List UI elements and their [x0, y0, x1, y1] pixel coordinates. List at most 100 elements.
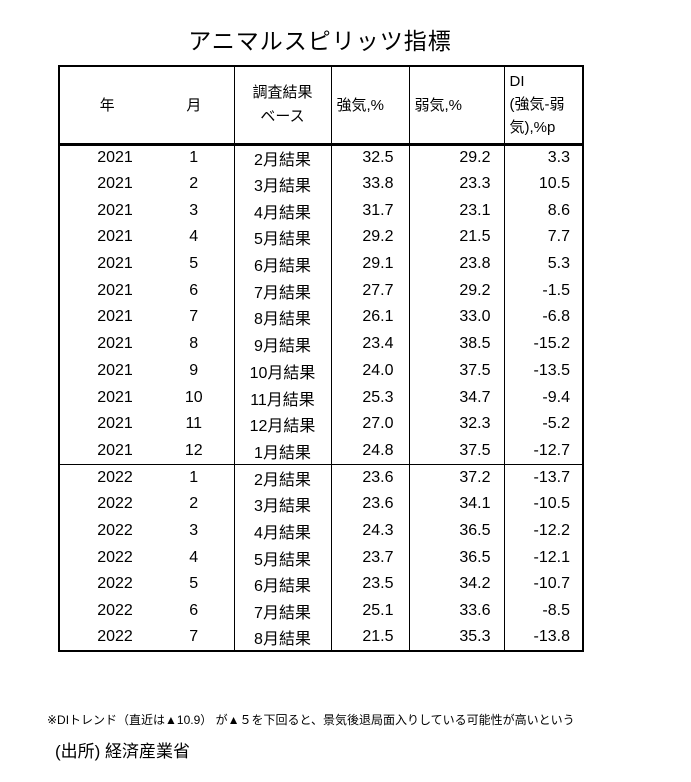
cell-month: 12	[154, 437, 235, 465]
cell-bullish: 23.5	[331, 571, 410, 598]
cell-month: 4	[154, 224, 235, 251]
cell-survey-base: 12月結果	[234, 410, 332, 438]
header-survey-base: 調査結果 ベース	[234, 66, 332, 144]
cell-year: 2022	[97, 495, 133, 513]
cell-bearish: 29.2	[409, 277, 505, 305]
animal-spirits-table: 年 月 調査結果 ベース 強気,% 弱気,% DI (強気-弱 気),%p 20…	[58, 65, 584, 653]
cell-survey-base: 8月結果	[234, 304, 332, 331]
cell-bearish: 33.6	[409, 597, 505, 625]
cell-di: 8.6	[547, 201, 570, 219]
cell-month: 11	[154, 410, 235, 438]
cell-year: 2021	[97, 175, 133, 193]
cell-bearish: 23.8	[409, 250, 505, 278]
cell-bullish: 27.0	[331, 410, 410, 438]
cell-bearish: 37.2	[409, 464, 505, 491]
cell-survey-base: 4月結果	[234, 517, 332, 545]
cell-month: 3	[154, 197, 235, 225]
header-year-label: 年	[99, 97, 115, 115]
cell-month: 6	[154, 277, 235, 305]
cell-bearish: 29.2	[409, 144, 505, 171]
cell-di: -9.4	[542, 388, 570, 406]
table-row: 2021 6 7月結果 27.7 29.2 -1.5	[59, 277, 583, 305]
cell-month: 2	[154, 490, 235, 518]
footnote: ※DIトレンド（直近は▲10.9） が▲５を下回ると、景気後退局面入りしている可…	[47, 713, 575, 727]
cell-di: -10.7	[533, 575, 570, 593]
cell-bearish: 38.5	[409, 330, 505, 358]
cell-di: 3.3	[547, 149, 570, 167]
cell-di: -6.8	[542, 308, 570, 326]
table-row: 2021 12 1月結果 24.8 37.5 -12.7	[59, 437, 583, 465]
cell-year: 2021	[97, 415, 133, 433]
cell-di: -12.1	[533, 548, 570, 566]
cell-year: 2022	[97, 628, 133, 646]
table-row: 2021 10 11月結果 25.3 34.7 -9.4	[59, 384, 583, 411]
cell-bullish: 25.3	[331, 384, 410, 411]
cell-di: -13.8	[533, 628, 570, 646]
source-note: (出所) 経済産業省	[55, 742, 191, 761]
cell-di: 10.5	[538, 175, 570, 193]
cell-survey-base: 5月結果	[234, 544, 332, 571]
table-row: 2022 4 5月結果 23.7 36.5 -12.1	[59, 544, 583, 571]
header-row: 年 月 調査結果 ベース 強気,% 弱気,% DI (強気-弱 気),%p	[59, 66, 583, 144]
table-container: 年 月 調査結果 ベース 強気,% 弱気,% DI (強気-弱 気),%p 20…	[58, 65, 584, 653]
cell-month: 2	[154, 170, 235, 198]
cell-year: 2021	[97, 228, 133, 246]
table-row: 2022 7 8月結果 21.5 35.3 -13.8	[59, 624, 583, 652]
table-row: 2022 5 6月結果 23.5 34.2 -10.7	[59, 571, 583, 598]
cell-bearish: 32.3	[409, 410, 505, 438]
header-di: DI (強気-弱 気),%p	[509, 73, 565, 137]
cell-survey-base: 6月結果	[234, 250, 332, 278]
cell-survey-base: 11月結果	[234, 384, 332, 411]
cell-month: 7	[154, 624, 235, 652]
cell-di: -12.7	[533, 441, 570, 459]
cell-year: 2021	[97, 388, 133, 406]
cell-bullish: 25.1	[331, 597, 410, 625]
cell-bullish: 29.2	[331, 224, 410, 251]
cell-month: 4	[154, 544, 235, 571]
table-row: 2021 11 12月結果 27.0 32.3 -5.2	[59, 410, 583, 438]
cell-year: 2021	[97, 201, 133, 219]
cell-year: 2021	[97, 441, 133, 459]
cell-bullish: 21.5	[331, 624, 410, 652]
cell-survey-base: 4月結果	[234, 197, 332, 225]
cell-bearish: 34.2	[409, 571, 505, 598]
table-row: 2021 2 3月結果 33.8 23.3 10.5	[59, 170, 583, 198]
cell-survey-base: 7月結果	[234, 597, 332, 625]
header-bearish: 弱気,%	[409, 66, 505, 144]
cell-survey-base: 7月結果	[234, 277, 332, 305]
cell-bullish: 32.5	[331, 144, 410, 171]
cell-di: -13.5	[533, 361, 570, 379]
table-body: 2021 1 2月結果 32.5 29.2 3.3 2021 2 3月結果 33.8 23.3 10.…	[59, 144, 583, 652]
cell-bullish: 24.8	[331, 437, 410, 465]
cell-bearish: 37.5	[409, 357, 505, 385]
cell-survey-base: 10月結果	[234, 357, 332, 385]
cell-year: 2021	[97, 281, 133, 299]
cell-year: 2022	[97, 548, 133, 566]
table-row: 2022 2 3月結果 23.6 34.1 -10.5	[59, 490, 583, 518]
cell-survey-base: 5月結果	[234, 224, 332, 251]
cell-month: 3	[154, 517, 235, 545]
header-year-month-inner: 年 月	[60, 67, 234, 143]
cell-year: 2021	[97, 149, 133, 167]
table-row: 2021 9 10月結果 24.0 37.5 -13.5	[59, 357, 583, 385]
table-row: 2021 7 8月結果 26.1 33.0 -6.8	[59, 304, 583, 331]
cell-bearish: 36.5	[409, 517, 505, 545]
cell-year: 2021	[97, 308, 133, 326]
cell-year: 2022	[97, 602, 133, 620]
cell-month: 8	[154, 330, 235, 358]
cell-survey-base: 9月結果	[234, 330, 332, 358]
table-row: 2021 5 6月結果 29.1 23.8 5.3	[59, 250, 583, 278]
cell-survey-base: 2月結果	[234, 144, 332, 171]
cell-bullish: 33.8	[331, 170, 410, 198]
cell-survey-base: 1月結果	[234, 437, 332, 465]
cell-bullish: 23.4	[331, 330, 410, 358]
cell-survey-base: 3月結果	[234, 490, 332, 518]
cell-month: 1	[154, 464, 235, 491]
cell-bullish: 23.7	[331, 544, 410, 571]
cell-bearish: 23.3	[409, 170, 505, 198]
cell-month: 1	[154, 144, 235, 171]
header-bullish: 強気,%	[331, 66, 410, 144]
cell-year: 2021	[97, 361, 133, 379]
cell-di: 7.7	[547, 228, 570, 246]
page-title: アニマルスピリッツ指標	[188, 28, 452, 54]
